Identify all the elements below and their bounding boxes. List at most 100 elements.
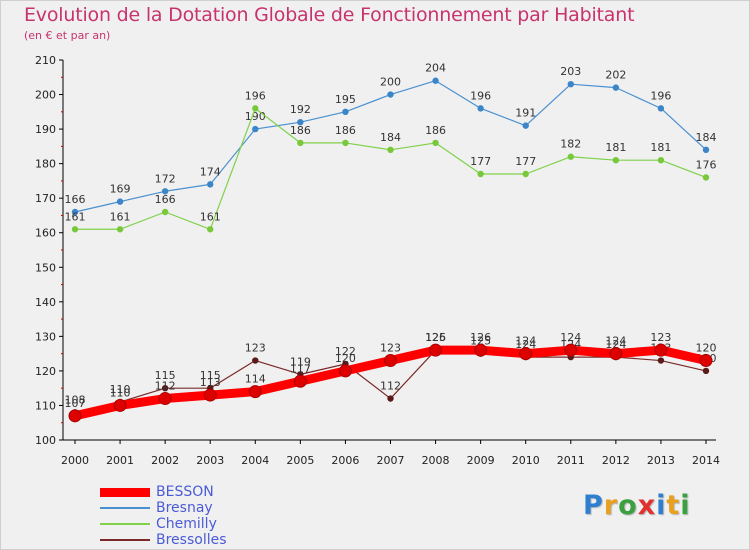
legend: BESSON Bresnay Chemilly Bressolles — [100, 484, 227, 548]
data-label: 110 — [110, 386, 131, 399]
data-label: 110 — [110, 383, 131, 396]
data-point — [252, 105, 259, 112]
data-label: 114 — [245, 373, 266, 386]
data-point — [702, 146, 710, 154]
y-tick-label: 110 — [35, 399, 56, 412]
legend-label: Chemilly — [156, 516, 217, 532]
legend-item-bressolles: Bressolles — [100, 532, 227, 548]
data-label: 115 — [155, 369, 176, 382]
data-point — [113, 398, 127, 412]
legend-label: Bressolles — [156, 532, 227, 548]
data-label: 112 — [380, 380, 401, 393]
data-point — [564, 343, 578, 357]
data-point — [567, 80, 574, 88]
data-label: 124 — [515, 338, 536, 351]
legend-swatch — [100, 539, 150, 541]
data-label: 119 — [290, 355, 311, 368]
data-label: 107 — [65, 397, 86, 410]
data-label: 181 — [650, 141, 671, 154]
data-label: 161 — [65, 210, 86, 223]
logo-letter: x — [637, 490, 657, 521]
x-tick-label: 2001 — [106, 454, 134, 467]
x-tick-label: 2002 — [151, 454, 179, 467]
x-tick-label: 2000 — [61, 454, 89, 467]
data-label: 186 — [425, 124, 446, 137]
x-tick-label: 2010 — [512, 454, 540, 467]
data-point — [252, 357, 259, 364]
legend-label: BESSON — [156, 484, 214, 500]
x-tick-label: 2012 — [602, 454, 630, 467]
data-label: 192 — [290, 103, 311, 116]
data-point — [207, 226, 214, 233]
data-point — [342, 108, 349, 116]
logo-letter: r — [603, 490, 619, 521]
x-tick-label: 2009 — [467, 454, 495, 467]
y-tick-label: 140 — [35, 296, 56, 309]
data-point — [654, 343, 668, 357]
data-label: 166 — [65, 193, 86, 206]
data-label: 184 — [380, 131, 401, 144]
data-point — [657, 156, 665, 164]
x-tick-label: 2014 — [692, 454, 720, 467]
data-point — [116, 226, 124, 233]
data-label: 196 — [650, 89, 671, 102]
data-label: 123 — [380, 342, 401, 355]
logo-letter: P — [583, 490, 604, 521]
data-label: 186 — [290, 124, 311, 137]
data-label: 122 — [335, 345, 356, 358]
data-label: 123 — [245, 342, 266, 355]
chart-subtitle: (en € et par an) — [24, 29, 111, 42]
x-tick-label: 2004 — [241, 454, 269, 467]
data-label: 202 — [605, 69, 626, 82]
data-point — [702, 367, 710, 375]
data-point — [702, 174, 710, 181]
data-point — [384, 354, 397, 368]
data-point — [657, 357, 665, 364]
data-label: 196 — [245, 89, 266, 102]
legend-item-chemilly: Chemilly — [100, 516, 227, 532]
data-label: 191 — [515, 107, 536, 120]
y-tick-label: 210 — [35, 54, 56, 67]
data-point — [477, 105, 484, 112]
data-point — [158, 392, 172, 406]
data-label: 124 — [560, 331, 581, 344]
data-label: 181 — [605, 141, 626, 154]
data-label: 176 — [696, 158, 717, 171]
chart-title: Evolution de la Dotation Globale de Fonc… — [24, 4, 635, 26]
y-tick-label: 130 — [35, 330, 56, 343]
data-label: 123 — [650, 331, 671, 344]
legend-item-besson: BESSON — [100, 484, 227, 500]
data-point — [522, 170, 529, 178]
data-label: 117 — [290, 362, 311, 375]
y-tick-label: 200 — [35, 89, 56, 102]
x-tick-label: 2008 — [422, 454, 450, 467]
data-point — [116, 198, 124, 205]
data-label: 126 — [470, 331, 491, 344]
data-label: 120 — [335, 352, 356, 365]
data-point — [474, 343, 488, 357]
data-label: 186 — [335, 124, 356, 137]
data-point — [252, 125, 259, 133]
data-label: 115 — [200, 369, 221, 382]
data-label: 112 — [155, 380, 176, 393]
logo-letter: i — [680, 490, 691, 521]
data-label: 190 — [245, 110, 266, 123]
y-tick-label: 150 — [35, 261, 56, 274]
data-label: 177 — [470, 155, 491, 168]
y-tick-label: 170 — [35, 192, 56, 205]
logo-letter: t — [666, 490, 681, 521]
data-label: 113 — [200, 376, 221, 389]
data-label: 120 — [696, 342, 717, 355]
y-tick-label: 120 — [35, 365, 56, 378]
legend-swatch — [100, 487, 150, 497]
data-point — [387, 395, 394, 402]
data-point — [161, 384, 169, 392]
data-point — [519, 347, 533, 361]
data-point — [657, 105, 665, 112]
data-point — [612, 84, 620, 91]
data-point — [567, 153, 574, 160]
y-tick-label: 100 — [35, 434, 56, 447]
data-point — [293, 374, 307, 388]
data-label: 203 — [560, 65, 581, 78]
logo-letter: o — [618, 490, 638, 521]
